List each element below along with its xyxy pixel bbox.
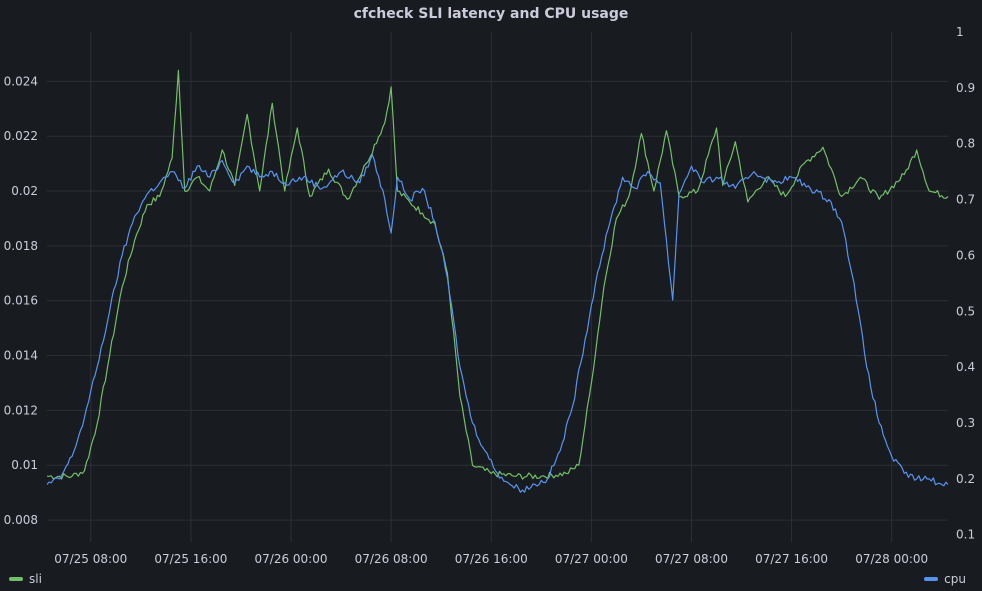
legend-swatch-sli (9, 577, 23, 581)
y-left-tick-label: 0.012 (4, 403, 38, 417)
legend-item-cpu[interactable]: cpu (924, 572, 966, 586)
y-left-tick-label: 0.01 (11, 458, 38, 472)
x-tick-label: 07/28 00:00 (855, 552, 928, 566)
y-right-tick-label: 0.1 (956, 528, 975, 542)
x-tick-label: 07/25 08:00 (54, 552, 127, 566)
x-axis: 07/25 08:00 07/25 16:00 07/26 00:00 07/26 0… (54, 552, 928, 566)
legend-item-sli[interactable]: sli (9, 572, 42, 586)
y-axis-left: 0.008 0.01 0.012 0.014 0.016 0.018 0.02 0.022 0.… (4, 74, 38, 527)
x-tick-label: 07/27 16:00 (755, 552, 828, 566)
series-line-sli (46, 69, 949, 480)
y-right-tick-label: 0.9 (956, 81, 975, 95)
x-tick-label: 07/27 00:00 (555, 552, 628, 566)
grid (47, 32, 948, 542)
y-left-tick-label: 0.016 (4, 294, 38, 308)
y-left-tick-label: 0.018 (4, 239, 38, 253)
y-right-tick-label: 0.3 (956, 416, 975, 430)
chart-title: cfcheck SLI latency and CPU usage (353, 6, 629, 22)
series-group (46, 69, 949, 493)
y-right-tick-label: 0.2 (956, 472, 975, 486)
x-tick-label: 07/26 16:00 (455, 552, 528, 566)
x-tick-label: 07/25 16:00 (154, 552, 227, 566)
series-line-cpu (46, 154, 949, 493)
x-tick-label: 07/27 08:00 (655, 552, 728, 566)
y-left-tick-label: 0.024 (4, 74, 38, 88)
legend-swatch-cpu (924, 577, 939, 581)
y-left-tick-label: 0.02 (11, 184, 38, 198)
y-right-tick-label: 1 (956, 25, 964, 39)
y-left-tick-label: 0.014 (4, 349, 38, 363)
y-right-tick-label: 0.8 (956, 137, 975, 151)
y-left-tick-label: 0.022 (4, 129, 38, 143)
y-axis-right: 0.1 0.2 0.3 0.4 0.5 0.6 0.7 0.8 0.9 1 (956, 25, 975, 542)
x-tick-label: 07/26 00:00 (255, 552, 328, 566)
y-right-tick-label: 0.7 (956, 193, 975, 207)
legend-label-cpu: cpu (944, 572, 966, 586)
y-right-tick-label: 0.6 (956, 248, 975, 262)
legend-label-sli: sli (29, 572, 42, 586)
y-right-tick-label: 0.4 (956, 360, 975, 374)
x-tick-label: 07/26 08:00 (355, 552, 428, 566)
y-right-tick-label: 0.5 (956, 304, 975, 318)
y-left-tick-label: 0.008 (4, 513, 38, 527)
